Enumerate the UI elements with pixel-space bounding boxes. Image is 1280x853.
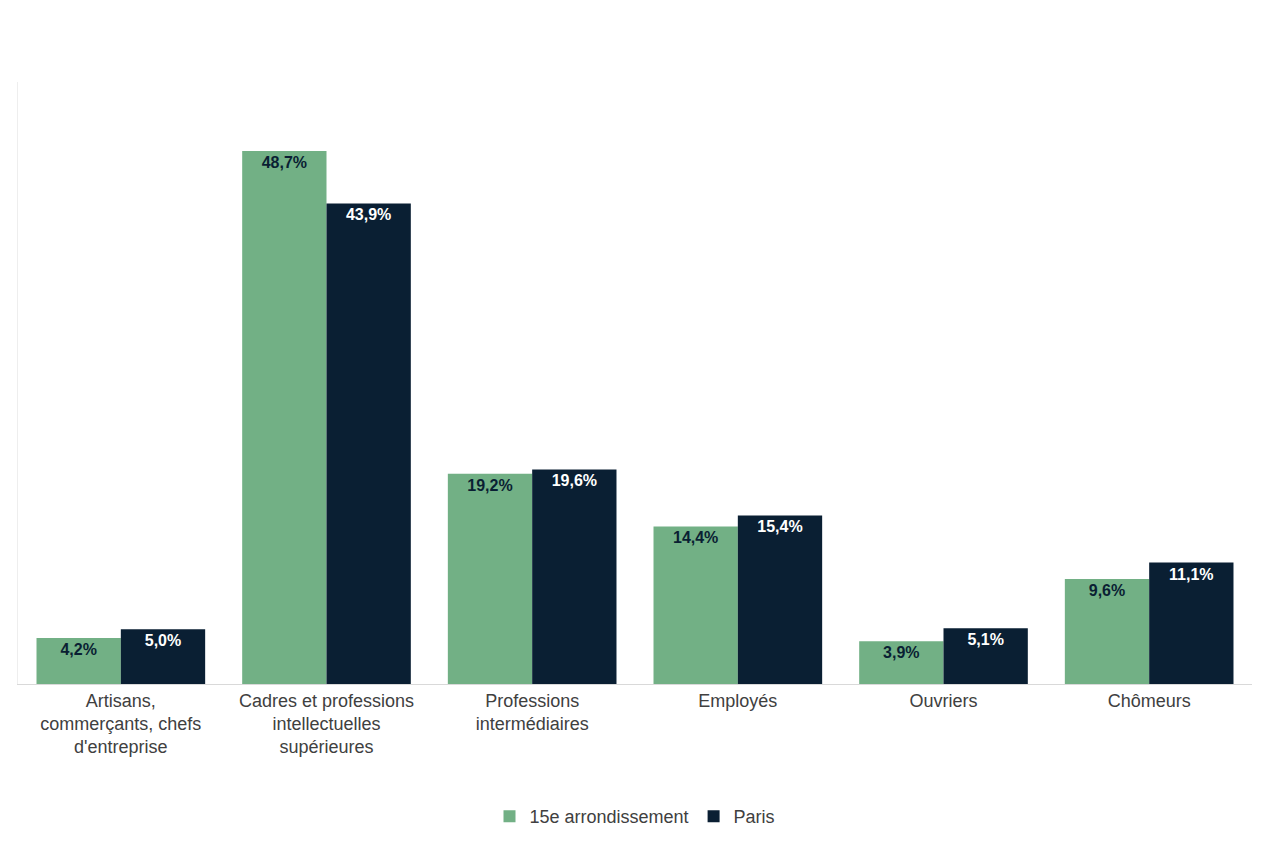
svg-text:11,1%: 11,1% xyxy=(1169,566,1213,583)
svg-text:19,6%: 19,6% xyxy=(552,472,597,489)
svg-text:14,4%: 14,4% xyxy=(673,529,718,546)
svg-text:Professionsintermédiaires: Professionsintermédiaires xyxy=(476,691,589,734)
svg-text:5,0%: 5,0% xyxy=(145,632,181,649)
svg-text:5,1%: 5,1% xyxy=(967,631,1003,648)
svg-text:19,2%: 19,2% xyxy=(467,477,512,494)
svg-text:Artisans,commerçants, chefsd'e: Artisans,commerçants, chefsd'entreprise xyxy=(40,691,201,758)
svg-text:4,2%: 4,2% xyxy=(60,641,96,658)
svg-text:15e arrondissement: 15e arrondissement xyxy=(530,807,689,827)
svg-text:Chômeurs: Chômeurs xyxy=(1108,691,1191,711)
svg-text:Paris: Paris xyxy=(734,807,775,827)
svg-text:3,9%: 3,9% xyxy=(883,644,919,661)
svg-text:15,4%: 15,4% xyxy=(757,518,802,535)
svg-text:48,7%: 48,7% xyxy=(262,154,307,171)
svg-text:Employés: Employés xyxy=(698,691,777,711)
svg-text:9,6%: 9,6% xyxy=(1089,582,1125,599)
svg-text:Cadres et professionsintellect: Cadres et professionsintellectuellessupé… xyxy=(239,691,414,758)
svg-text:43,9%: 43,9% xyxy=(346,206,391,223)
svg-text:Ouvriers: Ouvriers xyxy=(909,691,977,711)
